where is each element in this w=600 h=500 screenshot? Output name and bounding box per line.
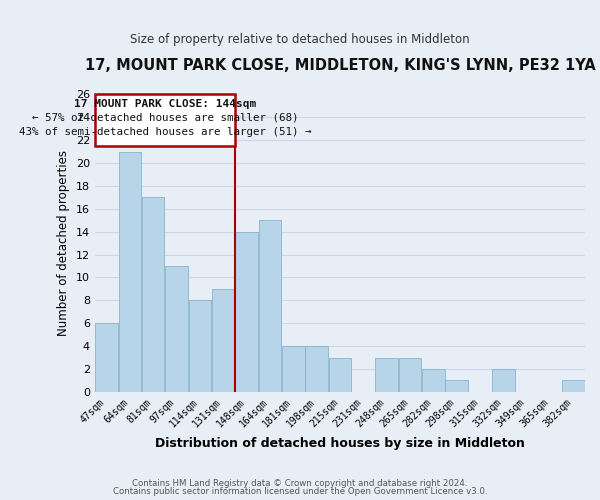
Y-axis label: Number of detached properties: Number of detached properties [57,150,70,336]
Bar [165,266,188,392]
Bar [142,198,164,392]
Text: Size of property relative to detached houses in Middleton: Size of property relative to detached ho… [130,32,470,46]
Text: Contains HM Land Registry data © Crown copyright and database right 2024.: Contains HM Land Registry data © Crown c… [132,478,468,488]
Bar [95,323,118,392]
Bar [492,369,515,392]
Bar [375,358,398,392]
Bar [305,346,328,392]
Bar [235,232,258,392]
Text: ← 57% of detached houses are smaller (68): ← 57% of detached houses are smaller (68… [32,113,298,123]
Bar [398,358,421,392]
Title: 17, MOUNT PARK CLOSE, MIDDLETON, KING'S LYNN, PE32 1YA: 17, MOUNT PARK CLOSE, MIDDLETON, KING'S … [85,58,595,72]
Bar [282,346,305,392]
Bar [445,380,468,392]
Bar [422,369,445,392]
Bar [188,300,211,392]
Text: 43% of semi-detached houses are larger (51) →: 43% of semi-detached houses are larger (… [19,126,311,136]
Bar [329,358,351,392]
FancyBboxPatch shape [95,94,235,146]
Bar [259,220,281,392]
Text: 17 MOUNT PARK CLOSE: 144sqm: 17 MOUNT PARK CLOSE: 144sqm [74,99,256,109]
Bar [562,380,584,392]
Bar [212,289,235,392]
Bar [119,152,141,392]
X-axis label: Distribution of detached houses by size in Middleton: Distribution of detached houses by size … [155,437,525,450]
Text: Contains public sector information licensed under the Open Government Licence v3: Contains public sector information licen… [113,487,487,496]
